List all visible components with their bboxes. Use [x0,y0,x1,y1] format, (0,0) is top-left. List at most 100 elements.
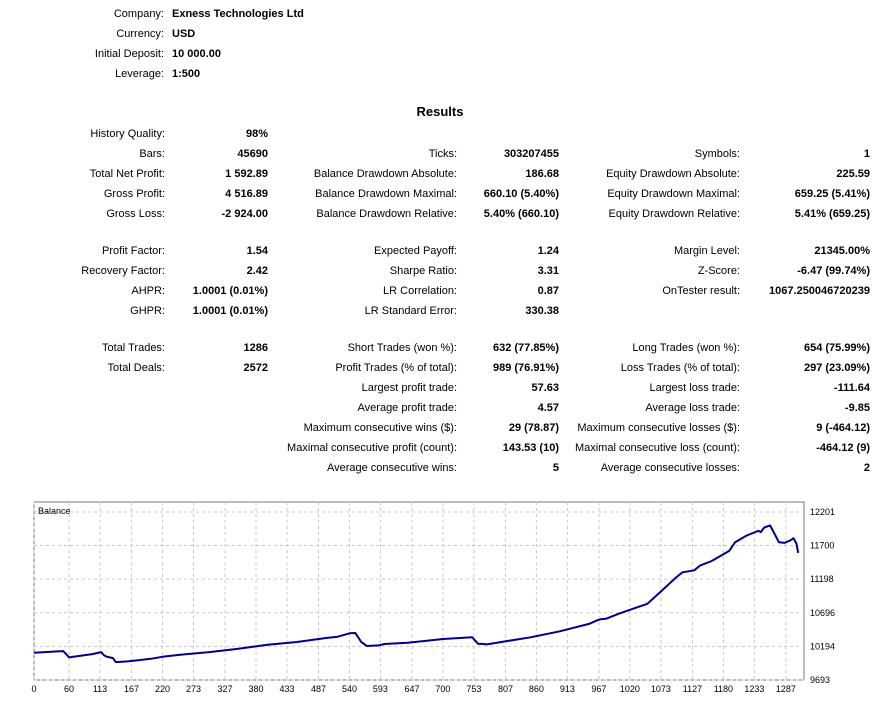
leverage-value: 1:500 [172,68,201,80]
y-tick-label: 9693 [810,675,830,685]
stat-value: -9.85 [844,402,870,414]
x-tick-label: 700 [435,684,450,694]
stat-label: Balance Drawdown Relative: [316,208,457,220]
stat-label: Gross Loss: [106,208,165,220]
stat-value: 989 (76.91%) [492,362,559,374]
stat-value: 1 592.89 [225,168,268,180]
stat-value: 9 (-464.12) [816,422,870,434]
stat-label: Largest loss trade: [649,382,741,394]
stat-value: 330.38 [525,305,559,317]
stat-label: Short Trades (won %): [347,342,457,354]
stat-label: Equity Drawdown Maximal: [607,188,740,200]
currency-value: USD [172,28,196,40]
chart-plot-area [33,501,805,681]
y-tick-label: 12201 [810,507,835,517]
stat-value: 4 516.89 [225,188,268,200]
stat-value: 3.31 [537,265,559,277]
balance-chart: Balance 0 60 113 167 220 273 327 380 433 487 540 59… [31,501,835,694]
stat-label: Ticks: [428,148,457,160]
stat-label: Maximal consecutive loss (count): [574,442,740,454]
stat-value: 1 [863,148,870,160]
stat-label: Total Net Profit: [89,168,165,180]
stat-label: Largest profit trade: [361,382,457,394]
x-tick-label: 487 [311,684,326,694]
stat-label: AHPR: [131,285,165,297]
stat-value: 5.40% (660.10) [483,208,559,220]
x-tick-label: 60 [64,684,74,694]
stat-value: 1067.250046720239 [769,285,870,297]
stat-label: Profit Trades (% of total): [335,362,457,374]
stat-label: Equity Drawdown Relative: [608,208,740,220]
chart-title: Balance [38,506,71,516]
stat-value: 2.42 [246,265,268,277]
initial-deposit-value: 10 000.00 [172,48,221,60]
x-tick-label: 327 [218,684,233,694]
chart-grid [33,502,804,681]
currency-label: Currency: [116,28,164,40]
stat-value: 2572 [243,362,268,374]
stat-label: History Quality: [90,128,165,140]
stat-value: 303207455 [503,148,559,160]
chart-line-group [33,524,800,664]
stat-value: -464.12 (9) [816,442,870,454]
stat-label: Gross Profit: [103,188,165,200]
y-tick-label: 11700 [810,541,834,551]
stat-value: 45690 [237,148,268,160]
x-tick-label: 593 [373,684,388,694]
x-tick-label: 167 [124,684,139,694]
x-tick-label: 380 [248,684,263,694]
stat-value: 297 (23.09%) [803,362,870,374]
stat-label: GHPR: [130,305,165,317]
initial-deposit-label: Initial Deposit: [94,48,164,60]
stat-value: 5.41% (659.25) [794,208,870,220]
x-tick-label: 220 [155,684,170,694]
x-tick-label: 1127 [683,684,702,694]
stat-value: 57.63 [531,382,559,394]
stat-label: Equity Drawdown Absolute: [606,168,740,180]
leverage-label: Leverage: [115,68,164,80]
stat-value: 1.24 [537,245,559,257]
stat-value: 1286 [243,342,268,354]
x-tick-label: 860 [529,684,544,694]
x-tick-label: 647 [404,684,419,694]
stat-label: Symbols: [694,148,740,160]
stat-label: Average consecutive losses: [600,462,740,474]
x-tick-label: 807 [498,684,513,694]
stat-label: Recovery Factor: [81,265,165,277]
stat-value: 98% [245,128,268,140]
x-tick-label: 273 [186,684,201,694]
stat-label: Maximum consecutive wins ($): [303,422,457,434]
y-tick-label: 10194 [810,641,835,651]
stat-label: Loss Trades (% of total): [620,362,740,374]
x-tick-label: 1020 [620,684,640,694]
y-tick-label: 11198 [810,574,834,584]
y-axis-ticks: 12201 11700 11198 10696 10194 9693 [810,507,835,685]
company-value: Exness Technologies Ltd [172,8,304,20]
stat-value: -2 924.00 [221,208,268,220]
x-tick-label: 1073 [651,684,671,694]
stat-value: 659.25 (5.41%) [794,188,870,200]
stat-label: Average consecutive wins: [326,462,457,474]
stat-value: 5 [552,462,559,474]
stat-label: Z-Score: [697,265,740,277]
x-tick-label: 1233 [744,684,764,694]
stat-label: Expected Payoff: [374,245,457,257]
x-tick-label: 0 [31,684,36,694]
x-tick-label: 540 [342,684,357,694]
stat-label: Maximum consecutive losses ($): [577,422,740,434]
stat-value: 0.87 [537,285,559,297]
stat-value: 21345.00% [814,245,870,257]
stat-value: 225.59 [836,168,870,180]
stat-label: Total Deals: [107,362,165,374]
x-tick-label: 913 [560,684,575,694]
stat-value: 1.0001 (0.01%) [192,285,268,297]
stat-label: LR Correlation: [383,285,457,297]
stat-value: -6.47 (99.74%) [797,265,870,277]
x-tick-label: 113 [93,684,107,694]
x-tick-label: 753 [466,684,481,694]
stat-label: LR Standard Error: [364,305,457,317]
stat-label: Total Trades: [102,342,165,354]
stat-label: OnTester result: [662,285,740,297]
stat-value: 143.53 (10) [502,442,559,454]
stat-value: 2 [863,462,870,474]
